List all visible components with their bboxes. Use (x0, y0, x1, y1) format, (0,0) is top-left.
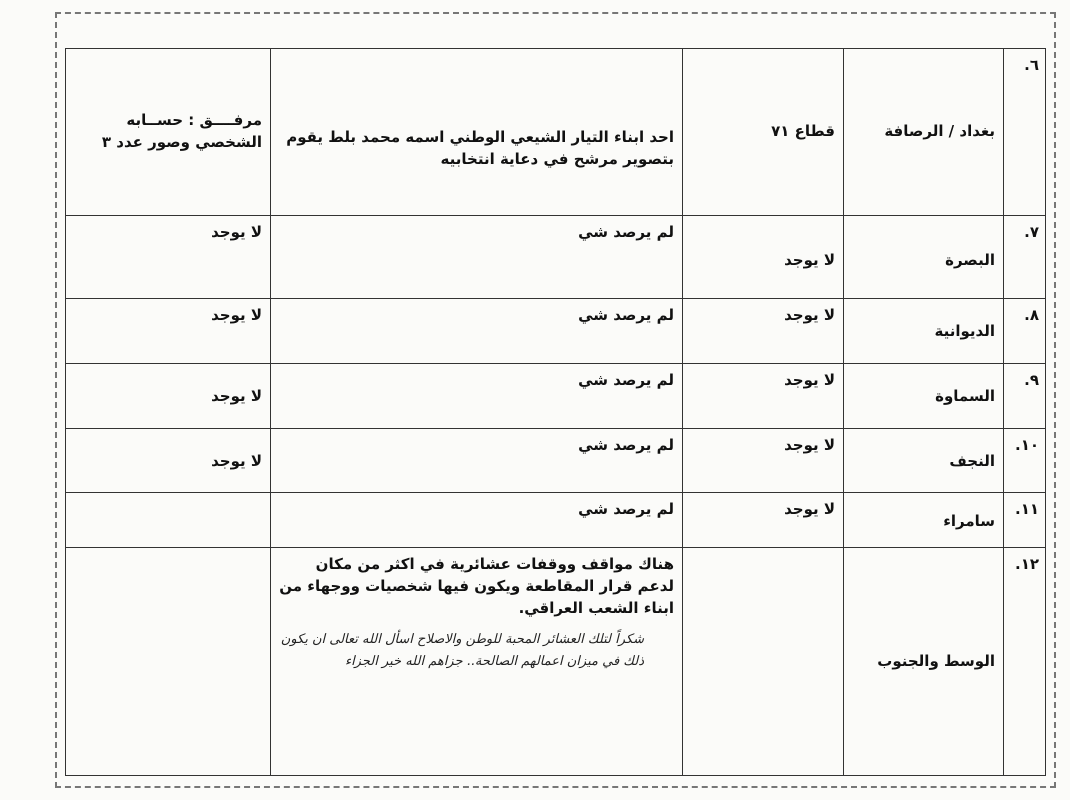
table-row: ٦. بغداد / الرصافة قطاع ٧١ احد ابناء الت… (65, 48, 1046, 216)
province: البصرة (843, 215, 1004, 299)
area: لا يوجد (682, 428, 844, 493)
table-row: ١٢. الوسط والجنوب هناك مواقف ووقفات عشائ… (65, 547, 1046, 776)
page-border (55, 12, 1056, 788)
observation: لم يرصد شي (270, 215, 683, 299)
notes (65, 492, 271, 548)
area: لا يوجد (682, 215, 844, 299)
notes: لا يوجد (65, 215, 271, 299)
table-row: ١١. سامراء لا يوجد لم يرصد شي (65, 492, 1046, 548)
table-row: ٧. البصرة لا يوجد لم يرصد شي لا يوجد (65, 215, 1046, 299)
observation: لم يرصد شي (270, 428, 683, 493)
area (682, 547, 844, 776)
row-number: ٧. (1003, 215, 1046, 299)
observation-text: هناك مواقف ووقفات عشائرية في اكثر من مكا… (279, 555, 674, 617)
report-table: ٦. بغداد / الرصافة قطاع ٧١ احد ابناء الت… (65, 48, 1046, 776)
notes: لا يوجد (65, 428, 271, 493)
notes: لا يوجد (65, 363, 271, 429)
province: سامراء (843, 492, 1004, 548)
province: النجف (843, 428, 1004, 493)
notes: مرفــــق : حســابه الشخصي وصور عدد ٣ (65, 48, 271, 216)
observation: هناك مواقف ووقفات عشائرية في اكثر من مكا… (270, 547, 683, 776)
row-number: ٩. (1003, 363, 1046, 429)
notes (65, 547, 271, 776)
observation: احد ابناء التيار الشيعي الوطني اسمه محمد… (270, 48, 683, 216)
observation: لم يرصد شي (270, 298, 683, 364)
handwritten-note: شكراً لتلك العشائر المحبة للوطن والاصلاح… (280, 632, 644, 670)
observation: لم يرصد شي (270, 363, 683, 429)
area: قطاع ٧١ (682, 48, 844, 216)
table-row: ١٠. النجف لا يوجد لم يرصد شي لا يوجد (65, 428, 1046, 493)
row-number: ١٢. (1003, 547, 1046, 776)
area: لا يوجد (682, 298, 844, 364)
province: الوسط والجنوب (843, 547, 1004, 776)
row-number: ١٠. (1003, 428, 1046, 493)
area: لا يوجد (682, 492, 844, 548)
province: بغداد / الرصافة (843, 48, 1004, 216)
row-number: ١١. (1003, 492, 1046, 548)
row-number: ٨. (1003, 298, 1046, 364)
province: الديوانية (843, 298, 1004, 364)
observation: لم يرصد شي (270, 492, 683, 548)
table-row: ٨. الديوانية لا يوجد لم يرصد شي لا يوجد (65, 298, 1046, 364)
area: لا يوجد (682, 363, 844, 429)
province: السماوة (843, 363, 1004, 429)
row-number: ٦. (1003, 48, 1046, 216)
notes: لا يوجد (65, 298, 271, 364)
table-row: ٩. السماوة لا يوجد لم يرصد شي لا يوجد (65, 363, 1046, 429)
